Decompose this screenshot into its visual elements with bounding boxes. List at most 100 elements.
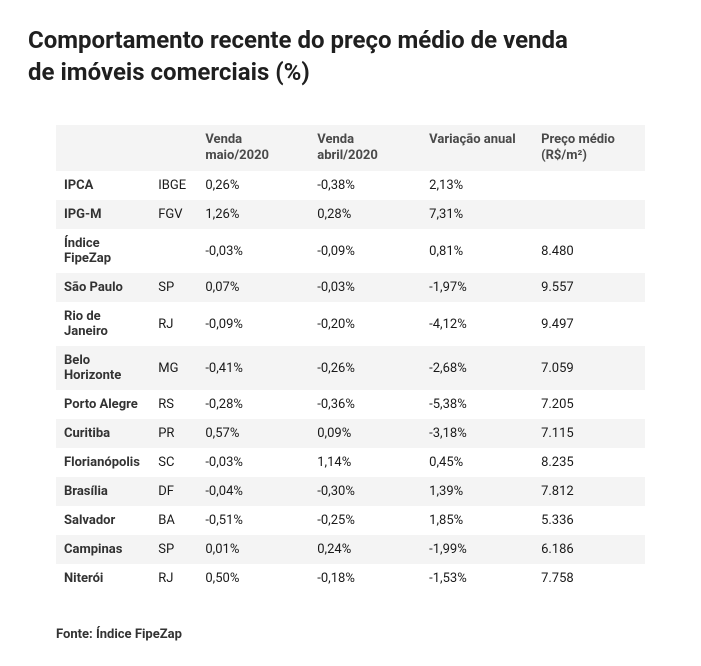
cell-var_anual: -1,97% bbox=[421, 273, 533, 302]
cell-preco: 7.115 bbox=[533, 419, 645, 448]
table-row: BrasíliaDF-0,04%-0,30%1,39%7.812 bbox=[56, 477, 645, 506]
cell-venda_abril: -0,26% bbox=[309, 346, 421, 390]
cell-uf bbox=[150, 229, 197, 273]
cell-venda_abril: -0,38% bbox=[309, 171, 421, 200]
table-row: SalvadorBA-0,51%-0,25%1,85%5.336 bbox=[56, 506, 645, 535]
cell-name: Niterói bbox=[56, 564, 150, 593]
cell-uf: BA bbox=[150, 506, 197, 535]
cell-name: Campinas bbox=[56, 535, 150, 564]
table-row: IPG-MFGV1,26%0,28%7,31% bbox=[56, 200, 645, 229]
cell-uf: RJ bbox=[150, 564, 197, 593]
cell-venda_abril: 1,14% bbox=[309, 448, 421, 477]
cell-preco: 9.497 bbox=[533, 302, 645, 346]
cell-venda_maio: -0,28% bbox=[197, 390, 309, 419]
cell-venda_maio: 0,50% bbox=[197, 564, 309, 593]
cell-uf: RS bbox=[150, 390, 197, 419]
cell-name: Belo Horizonte bbox=[56, 346, 150, 390]
table-row: São PauloSP0,07%-0,03%-1,97%9.557 bbox=[56, 273, 645, 302]
cell-venda_maio: -0,03% bbox=[197, 448, 309, 477]
table-row: Índice FipeZap -0,03%-0,09%0,81%8.480 bbox=[56, 229, 645, 273]
cell-preco: 8.235 bbox=[533, 448, 645, 477]
cell-venda_maio: -0,09% bbox=[197, 302, 309, 346]
cell-name: Índice FipeZap bbox=[56, 229, 150, 273]
table-container: Venda maio/2020 Venda abril/2020 Variaçã… bbox=[28, 125, 673, 594]
cell-venda_abril: -0,20% bbox=[309, 302, 421, 346]
col-header-venda-maio: Venda maio/2020 bbox=[197, 125, 309, 172]
cell-preco bbox=[533, 171, 645, 200]
cell-uf: PR bbox=[150, 419, 197, 448]
cell-uf: FGV bbox=[150, 200, 197, 229]
cell-venda_maio: -0,51% bbox=[197, 506, 309, 535]
col-header-venda-abril: Venda abril/2020 bbox=[309, 125, 421, 172]
cell-preco: 8.480 bbox=[533, 229, 645, 273]
cell-venda_abril: -0,36% bbox=[309, 390, 421, 419]
cell-venda_abril: -0,09% bbox=[309, 229, 421, 273]
cell-name: Rio de Janeiro bbox=[56, 302, 150, 346]
cell-name: São Paulo bbox=[56, 273, 150, 302]
page-title: Comportamento recente do preço médio de … bbox=[28, 24, 588, 89]
col-header-name bbox=[56, 125, 150, 172]
cell-name: Porto Alegre bbox=[56, 390, 150, 419]
cell-var_anual: -1,53% bbox=[421, 564, 533, 593]
cell-venda_maio: -0,41% bbox=[197, 346, 309, 390]
cell-venda_abril: 0,24% bbox=[309, 535, 421, 564]
cell-var_anual: 2,13% bbox=[421, 171, 533, 200]
cell-uf: DF bbox=[150, 477, 197, 506]
col-header-uf bbox=[150, 125, 197, 172]
table-row: CampinasSP0,01%0,24%-1,99%6.186 bbox=[56, 535, 645, 564]
cell-var_anual: -3,18% bbox=[421, 419, 533, 448]
cell-preco bbox=[533, 200, 645, 229]
cell-venda_maio: 0,07% bbox=[197, 273, 309, 302]
table-row: IPCAIBGE0,26%-0,38%2,13% bbox=[56, 171, 645, 200]
cell-venda_maio: -0,03% bbox=[197, 229, 309, 273]
cell-venda_maio: 0,26% bbox=[197, 171, 309, 200]
cell-venda_abril: -0,25% bbox=[309, 506, 421, 535]
table-row: Belo HorizonteMG-0,41%-0,26%-2,68%7.059 bbox=[56, 346, 645, 390]
cell-venda_maio: 0,01% bbox=[197, 535, 309, 564]
cell-name: IPCA bbox=[56, 171, 150, 200]
table-row: CuritibaPR0,57%0,09%-3,18%7.115 bbox=[56, 419, 645, 448]
col-header-var-anual: Variação anual bbox=[421, 125, 533, 172]
data-table: Venda maio/2020 Venda abril/2020 Variaçã… bbox=[56, 125, 645, 594]
cell-preco: 7.758 bbox=[533, 564, 645, 593]
cell-var_anual: 1,39% bbox=[421, 477, 533, 506]
cell-name: Curitiba bbox=[56, 419, 150, 448]
cell-preco: 6.186 bbox=[533, 535, 645, 564]
table-row: NiteróiRJ0,50%-0,18%-1,53%7.758 bbox=[56, 564, 645, 593]
cell-venda_maio: 0,57% bbox=[197, 419, 309, 448]
cell-var_anual: 0,81% bbox=[421, 229, 533, 273]
source-note: Fonte: Índice FipeZap bbox=[28, 627, 673, 642]
cell-name: Salvador bbox=[56, 506, 150, 535]
cell-var_anual: -4,12% bbox=[421, 302, 533, 346]
cell-venda_maio: 1,26% bbox=[197, 200, 309, 229]
table-header-row: Venda maio/2020 Venda abril/2020 Variaçã… bbox=[56, 125, 645, 172]
cell-venda_abril: -0,30% bbox=[309, 477, 421, 506]
cell-uf: SP bbox=[150, 273, 197, 302]
cell-var_anual: 7,31% bbox=[421, 200, 533, 229]
cell-var_anual: 0,45% bbox=[421, 448, 533, 477]
cell-var_anual: -2,68% bbox=[421, 346, 533, 390]
cell-var_anual: 1,85% bbox=[421, 506, 533, 535]
cell-preco: 9.557 bbox=[533, 273, 645, 302]
col-header-preco: Preço médio (R$/m²) bbox=[533, 125, 645, 172]
cell-preco: 7.205 bbox=[533, 390, 645, 419]
cell-venda_abril: -0,18% bbox=[309, 564, 421, 593]
cell-preco: 5.336 bbox=[533, 506, 645, 535]
cell-name: Brasília bbox=[56, 477, 150, 506]
cell-var_anual: -1,99% bbox=[421, 535, 533, 564]
table-row: Rio de JaneiroRJ-0,09%-0,20%-4,12%9.497 bbox=[56, 302, 645, 346]
table-row: FlorianópolisSC-0,03%1,14%0,45%8.235 bbox=[56, 448, 645, 477]
cell-uf: IBGE bbox=[150, 171, 197, 200]
cell-uf: SP bbox=[150, 535, 197, 564]
cell-venda_abril: 0,09% bbox=[309, 419, 421, 448]
cell-venda_maio: -0,04% bbox=[197, 477, 309, 506]
cell-uf: SC bbox=[150, 448, 197, 477]
cell-preco: 7.812 bbox=[533, 477, 645, 506]
cell-var_anual: -5,38% bbox=[421, 390, 533, 419]
cell-name: IPG-M bbox=[56, 200, 150, 229]
cell-venda_abril: -0,03% bbox=[309, 273, 421, 302]
cell-name: Florianópolis bbox=[56, 448, 150, 477]
cell-venda_abril: 0,28% bbox=[309, 200, 421, 229]
cell-uf: MG bbox=[150, 346, 197, 390]
cell-uf: RJ bbox=[150, 302, 197, 346]
